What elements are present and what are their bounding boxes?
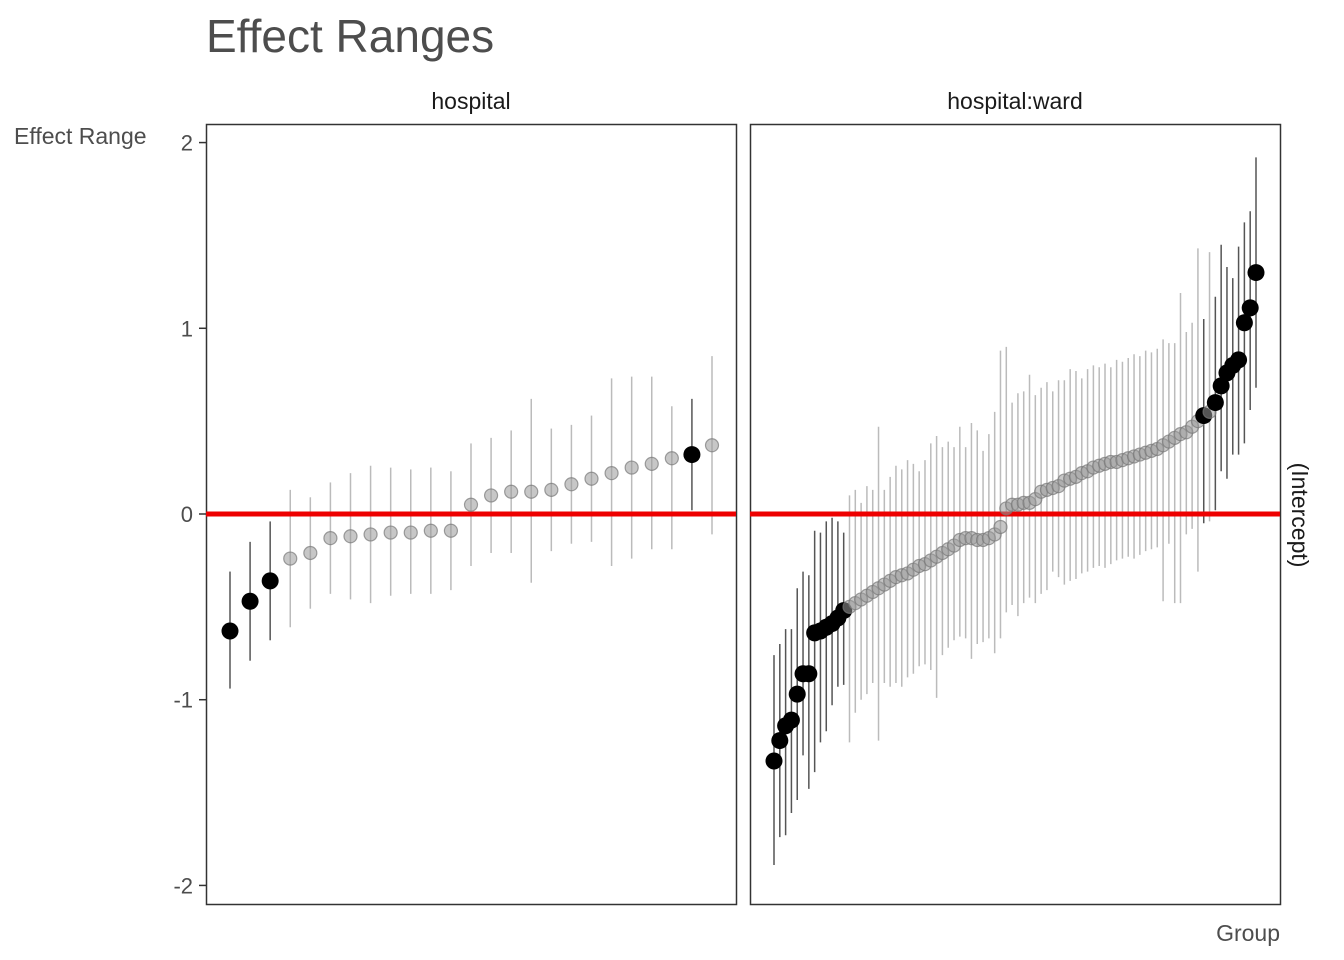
effect-point-significant — [771, 732, 789, 750]
effect-point — [283, 551, 298, 566]
effect-point — [993, 519, 1008, 535]
effect-point — [463, 497, 479, 512]
y-axis: 2 1 0 -1 -2 — [173, 131, 206, 898]
effect-point-significant — [765, 752, 783, 770]
effect-point-significant — [1247, 264, 1265, 282]
effect-point-significant — [1230, 351, 1248, 369]
panel-title-hospital-ward: hospital:ward — [947, 88, 1083, 114]
effect-point-significant — [241, 592, 259, 610]
y-tick-label: 1 — [181, 316, 193, 341]
effect-point — [383, 525, 398, 540]
effect-point — [423, 523, 438, 538]
effect-point — [704, 438, 720, 453]
interval-group-hospital-ward — [773, 157, 1257, 865]
chart-title: Effect Ranges — [206, 10, 494, 62]
effect-point — [584, 471, 599, 486]
point-group-hospital-ward — [765, 264, 1265, 770]
y-tick-label: 0 — [181, 502, 193, 527]
effect-point-significant — [1206, 394, 1224, 412]
effect-point-significant — [1212, 377, 1230, 395]
panel-title-hospital: hospital — [431, 88, 510, 114]
effect-point — [624, 460, 639, 475]
x-axis-label: Group — [1216, 920, 1280, 946]
effect-point — [604, 466, 619, 481]
effect-point — [644, 456, 659, 471]
effect-point — [564, 477, 579, 492]
effect-point-significant — [683, 446, 701, 464]
effect-point — [443, 523, 459, 538]
y-tick-label: 2 — [181, 131, 193, 156]
effect-point — [323, 531, 338, 546]
facet-row-label: (Intercept) — [1287, 463, 1313, 568]
effect-point-significant — [1241, 299, 1259, 317]
y-axis-label: Effect Range — [14, 123, 147, 149]
interval-group-hospital — [229, 356, 713, 689]
effect-point-significant — [788, 685, 806, 703]
effect-point — [403, 525, 418, 540]
y-tick-label: -1 — [173, 688, 193, 713]
effect-point — [524, 484, 539, 499]
effect-point — [544, 482, 559, 497]
effect-point — [303, 545, 318, 561]
effect-point-significant — [261, 572, 279, 590]
effect-point-significant — [800, 665, 818, 683]
panel-hospital: hospital — [205, 88, 738, 906]
effect-point-significant — [221, 622, 239, 640]
panel-hospital-ward: hospital:ward — [749, 88, 1282, 906]
point-group-hospital — [221, 438, 720, 640]
effect-point — [504, 484, 519, 499]
effect-point — [343, 529, 358, 544]
effect-point — [483, 488, 499, 503]
effect-point-significant — [1235, 314, 1253, 332]
effect-point-significant — [782, 711, 800, 729]
effect-point — [664, 451, 679, 466]
effect-point — [363, 527, 378, 542]
y-tick-label: -2 — [173, 873, 193, 898]
